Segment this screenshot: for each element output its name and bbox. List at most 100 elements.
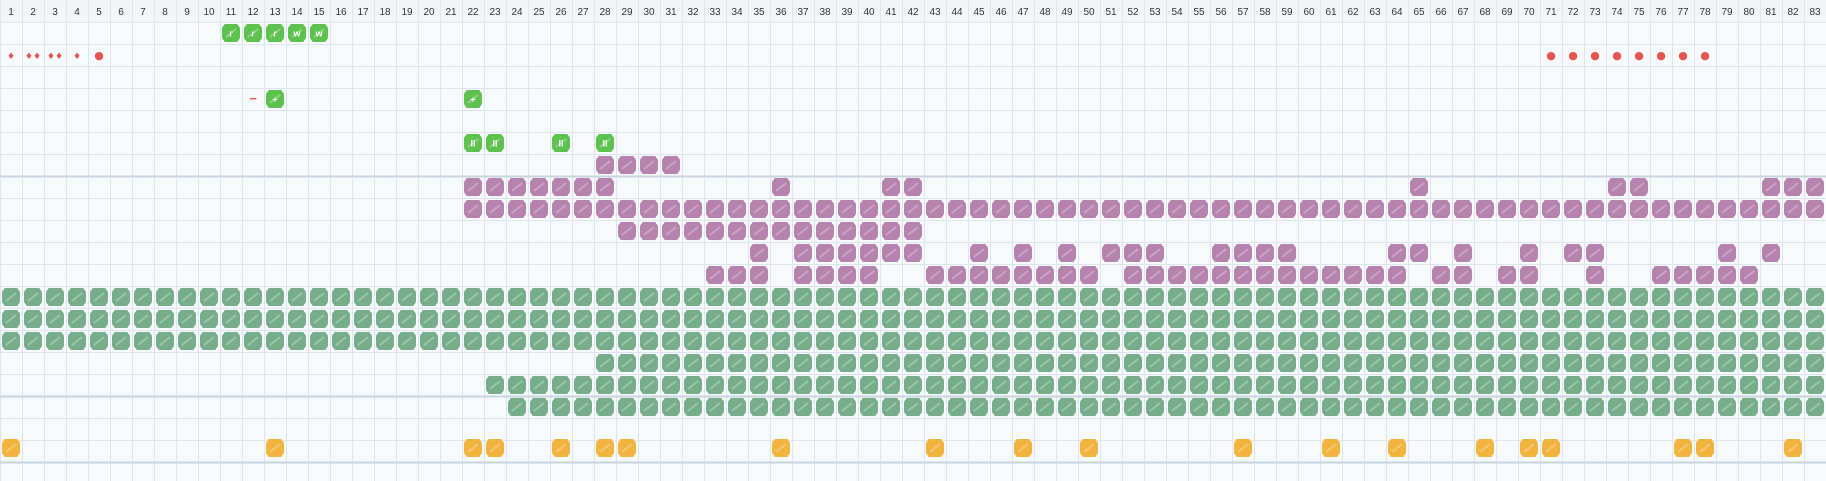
measure-number-60[interactable]: 60 (1303, 7, 1315, 18)
teal-note[interactable] (1410, 310, 1428, 328)
teal-note[interactable] (750, 398, 768, 416)
measure-number-12[interactable]: 12 (247, 7, 259, 18)
teal-note[interactable] (1432, 376, 1450, 394)
purple-note[interactable] (1740, 200, 1758, 218)
measure-number-67[interactable]: 67 (1457, 7, 1469, 18)
teal-note[interactable] (772, 398, 790, 416)
teal-note[interactable] (1168, 376, 1186, 394)
purple-note[interactable] (596, 156, 614, 174)
purple-note[interactable] (706, 266, 724, 284)
teal-note[interactable] (332, 288, 350, 306)
teal-note[interactable] (706, 310, 724, 328)
teal-note[interactable] (486, 376, 504, 394)
purple-note[interactable] (838, 266, 856, 284)
teal-note[interactable] (1036, 332, 1054, 350)
teal-note[interactable] (1344, 376, 1362, 394)
purple-note[interactable] (1190, 266, 1208, 284)
teal-note[interactable] (1366, 376, 1384, 394)
teal-note[interactable] (1124, 354, 1142, 372)
teal-note[interactable] (1256, 332, 1274, 350)
teal-note[interactable] (398, 288, 416, 306)
teal-note[interactable] (1102, 288, 1120, 306)
teal-note[interactable] (376, 288, 394, 306)
purple-note[interactable] (662, 200, 680, 218)
purple-note[interactable] (728, 266, 746, 284)
purple-note[interactable] (1454, 200, 1472, 218)
teal-note[interactable] (1388, 310, 1406, 328)
teal-note[interactable] (1608, 398, 1626, 416)
teal-note[interactable] (508, 332, 526, 350)
measure-number-43[interactable]: 43 (929, 7, 941, 18)
teal-note[interactable] (1498, 354, 1516, 372)
teal-note[interactable] (1696, 354, 1714, 372)
teal-note[interactable] (926, 354, 944, 372)
purple-note[interactable] (508, 178, 526, 196)
purple-note[interactable] (1300, 200, 1318, 218)
teal-note[interactable] (1212, 288, 1230, 306)
purple-note[interactable] (772, 200, 790, 218)
pause-note[interactable]: II (464, 134, 482, 152)
teal-note[interactable] (1124, 310, 1142, 328)
purple-note[interactable] (794, 266, 812, 284)
teal-note[interactable] (1300, 354, 1318, 372)
purple-note[interactable] (1476, 200, 1494, 218)
measure-number-66[interactable]: 66 (1435, 7, 1447, 18)
measure-number-27[interactable]: 27 (577, 7, 589, 18)
teal-note[interactable] (1366, 332, 1384, 350)
yellow-note[interactable] (1388, 439, 1406, 457)
purple-note[interactable] (486, 178, 504, 196)
teal-note[interactable] (838, 398, 856, 416)
measure-number-13[interactable]: 13 (269, 7, 281, 18)
purple-note[interactable] (904, 244, 922, 262)
purple-note[interactable] (794, 222, 812, 240)
purple-note[interactable] (1806, 200, 1824, 218)
teal-note[interactable] (1278, 310, 1296, 328)
teal-note[interactable] (398, 310, 416, 328)
purple-note[interactable] (1432, 266, 1450, 284)
teal-note[interactable] (1476, 398, 1494, 416)
teal-note[interactable] (904, 310, 922, 328)
teal-note[interactable] (1388, 288, 1406, 306)
teal-note[interactable] (618, 332, 636, 350)
teal-note[interactable] (794, 310, 812, 328)
teal-note[interactable] (552, 332, 570, 350)
teal-note[interactable] (1696, 376, 1714, 394)
teal-note[interactable] (1212, 398, 1230, 416)
purple-note[interactable] (728, 222, 746, 240)
teal-note[interactable] (1762, 332, 1780, 350)
teal-note[interactable] (1784, 310, 1802, 328)
purple-note[interactable] (1036, 266, 1054, 284)
teal-note[interactable] (1476, 376, 1494, 394)
measure-number-23[interactable]: 23 (489, 7, 501, 18)
dynamic-marker[interactable]: ♦♦ (25, 52, 41, 62)
teal-note[interactable] (1652, 376, 1670, 394)
purple-note[interactable] (552, 200, 570, 218)
measure-number-35[interactable]: 35 (753, 7, 765, 18)
teal-note[interactable] (1366, 354, 1384, 372)
purple-note[interactable] (1080, 266, 1098, 284)
purple-note[interactable] (1168, 200, 1186, 218)
teal-note[interactable] (1014, 354, 1032, 372)
purple-note[interactable] (860, 244, 878, 262)
teal-note[interactable] (1586, 310, 1604, 328)
measure-number-38[interactable]: 38 (819, 7, 831, 18)
teal-note[interactable] (134, 288, 152, 306)
measure-number-56[interactable]: 56 (1215, 7, 1227, 18)
effect-note[interactable]: r (266, 24, 284, 42)
teal-note[interactable] (1762, 310, 1780, 328)
purple-note[interactable] (1212, 244, 1230, 262)
purple-note[interactable] (816, 222, 834, 240)
teal-note[interactable] (1300, 376, 1318, 394)
teal-note[interactable] (816, 332, 834, 350)
purple-note[interactable] (1124, 266, 1142, 284)
teal-note[interactable] (1278, 354, 1296, 372)
purple-note[interactable] (1498, 266, 1516, 284)
teal-note[interactable] (1542, 332, 1560, 350)
teal-note[interactable] (618, 376, 636, 394)
purple-note[interactable] (1146, 200, 1164, 218)
teal-note[interactable] (420, 310, 438, 328)
purple-note[interactable] (1762, 178, 1780, 196)
teal-note[interactable] (596, 332, 614, 350)
teal-note[interactable] (1586, 354, 1604, 372)
teal-note[interactable] (508, 288, 526, 306)
